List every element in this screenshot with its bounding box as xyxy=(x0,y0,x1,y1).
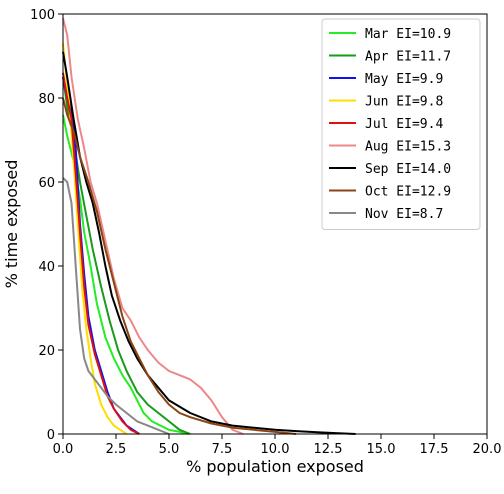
x-tick-label: 12.5 xyxy=(314,442,343,457)
y-tick-label: 20 xyxy=(38,344,55,359)
series-line-9 xyxy=(62,177,170,435)
legend-entry-7: Sep EI=14.0 xyxy=(365,162,451,177)
legend-entry-9: Nov EI=8.7 xyxy=(365,207,443,222)
y-axis-label: % time exposed xyxy=(2,160,21,289)
x-tick-label: 2.5 xyxy=(106,442,127,457)
legend-box xyxy=(321,18,481,230)
series-line-6 xyxy=(62,17,244,435)
y-tick-label: 40 xyxy=(38,260,55,275)
ticks-layer: 0.0 2.5 5.0 7.5 10.0 12.5 15.0 17.5 20.0 0 20 40 60 8… xyxy=(30,8,501,457)
x-axis-label: % population exposed xyxy=(186,457,364,476)
legend-entry-3: May EI=9.9 xyxy=(365,72,443,87)
x-tick-label: 10.0 xyxy=(261,442,290,457)
y-tick-label: 80 xyxy=(38,92,55,107)
x-tick-label: 17.5 xyxy=(420,442,449,457)
series-line-8 xyxy=(62,97,297,435)
legend-entry-1: Mar EI=10.9 xyxy=(365,27,451,42)
y-tick-label: 100 xyxy=(30,8,55,23)
legend: Mar EI=10.9 Apr EI=11.7 May EI=9.9 Jun EI=9… xyxy=(321,18,481,230)
x-tick-label: 5.0 xyxy=(159,442,180,457)
y-tick-label: 60 xyxy=(38,176,55,191)
x-tick-label: 15.0 xyxy=(367,442,396,457)
legend-entry-4: Jun EI=9.8 xyxy=(365,95,443,110)
x-tick-label: 7.5 xyxy=(212,442,233,457)
x-tick-label: 20.0 xyxy=(473,442,502,457)
series-layer xyxy=(62,17,356,435)
legend-entry-5: Jul EI=9.4 xyxy=(365,117,443,132)
y-tick-label: 0 xyxy=(47,428,55,443)
legend-entry-8: Oct EI=12.9 xyxy=(365,185,451,200)
x-tick-label: 0.0 xyxy=(53,442,74,457)
legend-entry-2: Apr EI=11.7 xyxy=(365,50,451,65)
legend-entry-6: Aug EI=15.3 xyxy=(365,140,451,155)
